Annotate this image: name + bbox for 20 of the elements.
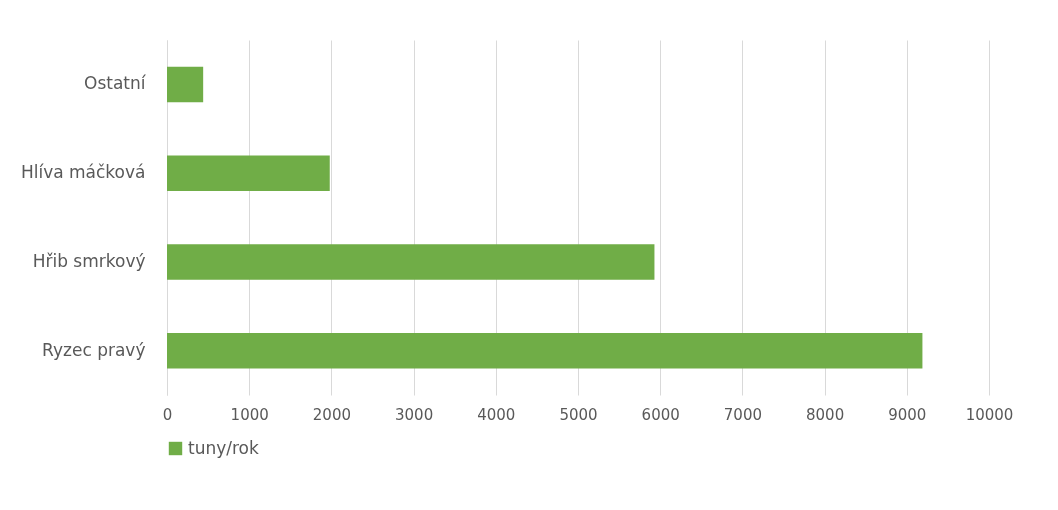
x-tick-label: 10000 <box>965 405 1014 424</box>
y-tick-label: Ostatní <box>84 73 147 94</box>
x-tick-label: 0 <box>162 405 173 424</box>
y-tick-label: Hřib smrkový <box>32 250 146 271</box>
x-tick-label: 3000 <box>395 405 434 424</box>
x-tick-label: 9000 <box>888 405 927 424</box>
y-tick-label: Ryzec pravý <box>42 339 146 360</box>
x-tick-label: 4000 <box>477 405 516 424</box>
bar <box>167 244 655 280</box>
bar <box>167 155 330 191</box>
x-tick-label: 7000 <box>723 405 762 424</box>
x-tick-label: 6000 <box>641 405 680 424</box>
x-tick-label: 5000 <box>559 405 598 424</box>
legend-label: tuny/rok <box>188 437 260 458</box>
x-tick-label: 8000 <box>806 405 845 424</box>
bar <box>167 66 204 103</box>
x-tick-label: 1000 <box>230 405 269 424</box>
x-tick-label: 2000 <box>312 405 351 424</box>
bar <box>167 332 923 369</box>
y-tick-label: Hlíva máčková <box>20 162 146 183</box>
